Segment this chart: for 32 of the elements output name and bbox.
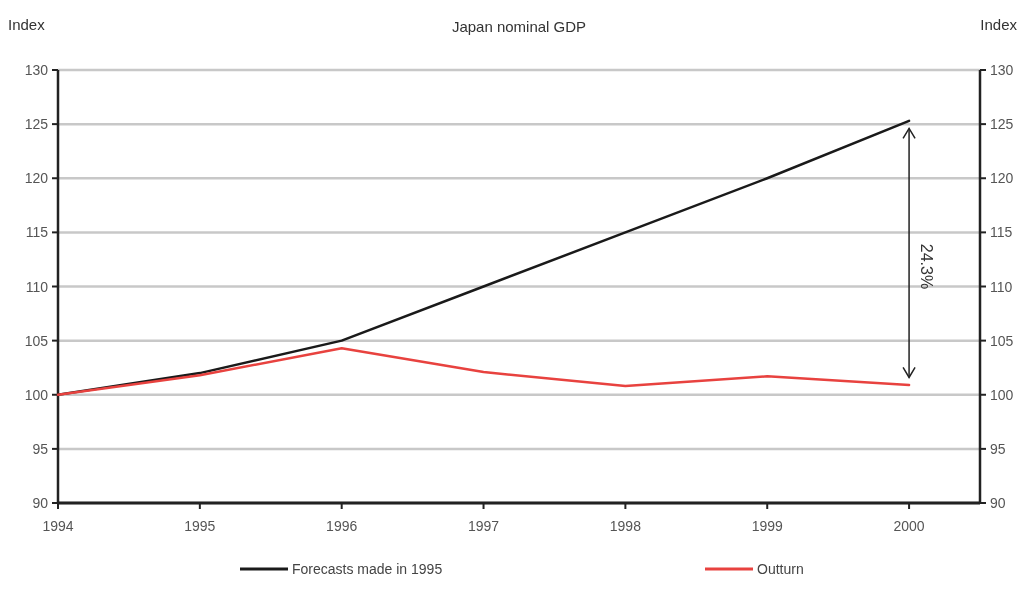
y2-tick-label: 120 (990, 170, 1014, 187)
x-tick-label: 1994 (42, 518, 74, 534)
y2-tick-label: 130 (990, 62, 1014, 78)
x-tick-label: 1999 (751, 518, 784, 534)
y-axis-title: Index (8, 16, 46, 33)
y-tick-label: 105 (24, 332, 49, 349)
y2-tick-label: 110 (990, 278, 1013, 295)
y2-tick-label: 95 (990, 440, 1006, 457)
y-tick-label: 110 (25, 278, 49, 295)
y2-axis-title: Index (980, 16, 1018, 33)
legend-label: Forecasts made in 1995 (292, 561, 443, 577)
y2-tick-label: 115 (990, 224, 1013, 241)
x-tick-label: 1995 (184, 518, 216, 534)
y-tick-label: 125 (24, 116, 49, 133)
y-tick-label: 130 (24, 62, 49, 78)
line-series (56, 346, 911, 396)
x-tick-label: 1998 (609, 518, 642, 534)
y-tick-label: 100 (24, 386, 49, 403)
y-tick-label: 120 (24, 170, 49, 187)
legend-label: Outturn (757, 561, 804, 577)
x-tick-label: 1997 (467, 518, 500, 534)
x-tick-label: 1996 (326, 518, 358, 534)
annotation: 24.3% (918, 243, 936, 290)
y2-tick-label: 125 (990, 116, 1014, 133)
x-tick-label: 2000 (893, 518, 925, 534)
y-tick-label: 90 (32, 495, 49, 511)
y2-tick-label: 105 (990, 332, 1014, 349)
y-tick-label: 95 (32, 440, 49, 457)
y2-tick-label: 100 (990, 386, 1014, 403)
y2-tick-label: 90 (990, 495, 1006, 511)
y-tick-label: 115 (25, 224, 49, 241)
chart-title: Japan nominal GDP (451, 18, 587, 35)
